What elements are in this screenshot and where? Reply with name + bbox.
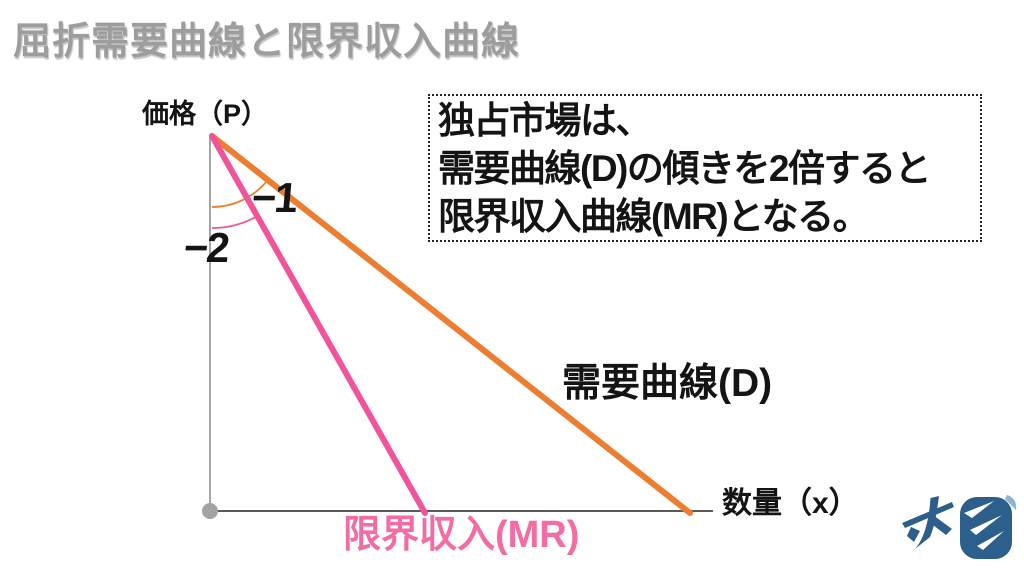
logo-left-radical-icon [902, 496, 954, 549]
brand-logo [902, 495, 1017, 559]
annotation-line-2: 需要曲線(D)の傾きを2倍すると [438, 148, 931, 189]
demand-slope-value: −1 [249, 174, 298, 221]
annotation-line-3: 限界収入曲線(MR)となる。 [438, 196, 870, 237]
page-title: 屈折需要曲線と限界収入曲線 [13, 21, 521, 63]
demand-curve-label: 需要曲線(D) [562, 362, 773, 405]
x-axis-label: 数量（x） [722, 487, 859, 520]
annotation-box: 独占市場は、 需要曲線(D)の傾きを2倍すると 限界収入曲線(MR)となる。 [428, 94, 982, 242]
mr-curve-line [209, 133, 428, 516]
mr-slope-value: −2 [181, 224, 230, 271]
y-axis-label: 価格（P） [142, 99, 269, 129]
annotation-line-1: 独占市場は、 [438, 100, 653, 141]
demand-slope-angle-arc [211, 179, 269, 208]
logo-right-block-icon [960, 495, 1017, 559]
origin-dot [202, 503, 218, 519]
mr-curve-label: 限界収入(MR) [343, 514, 580, 556]
demand-curve-line [209, 133, 693, 516]
